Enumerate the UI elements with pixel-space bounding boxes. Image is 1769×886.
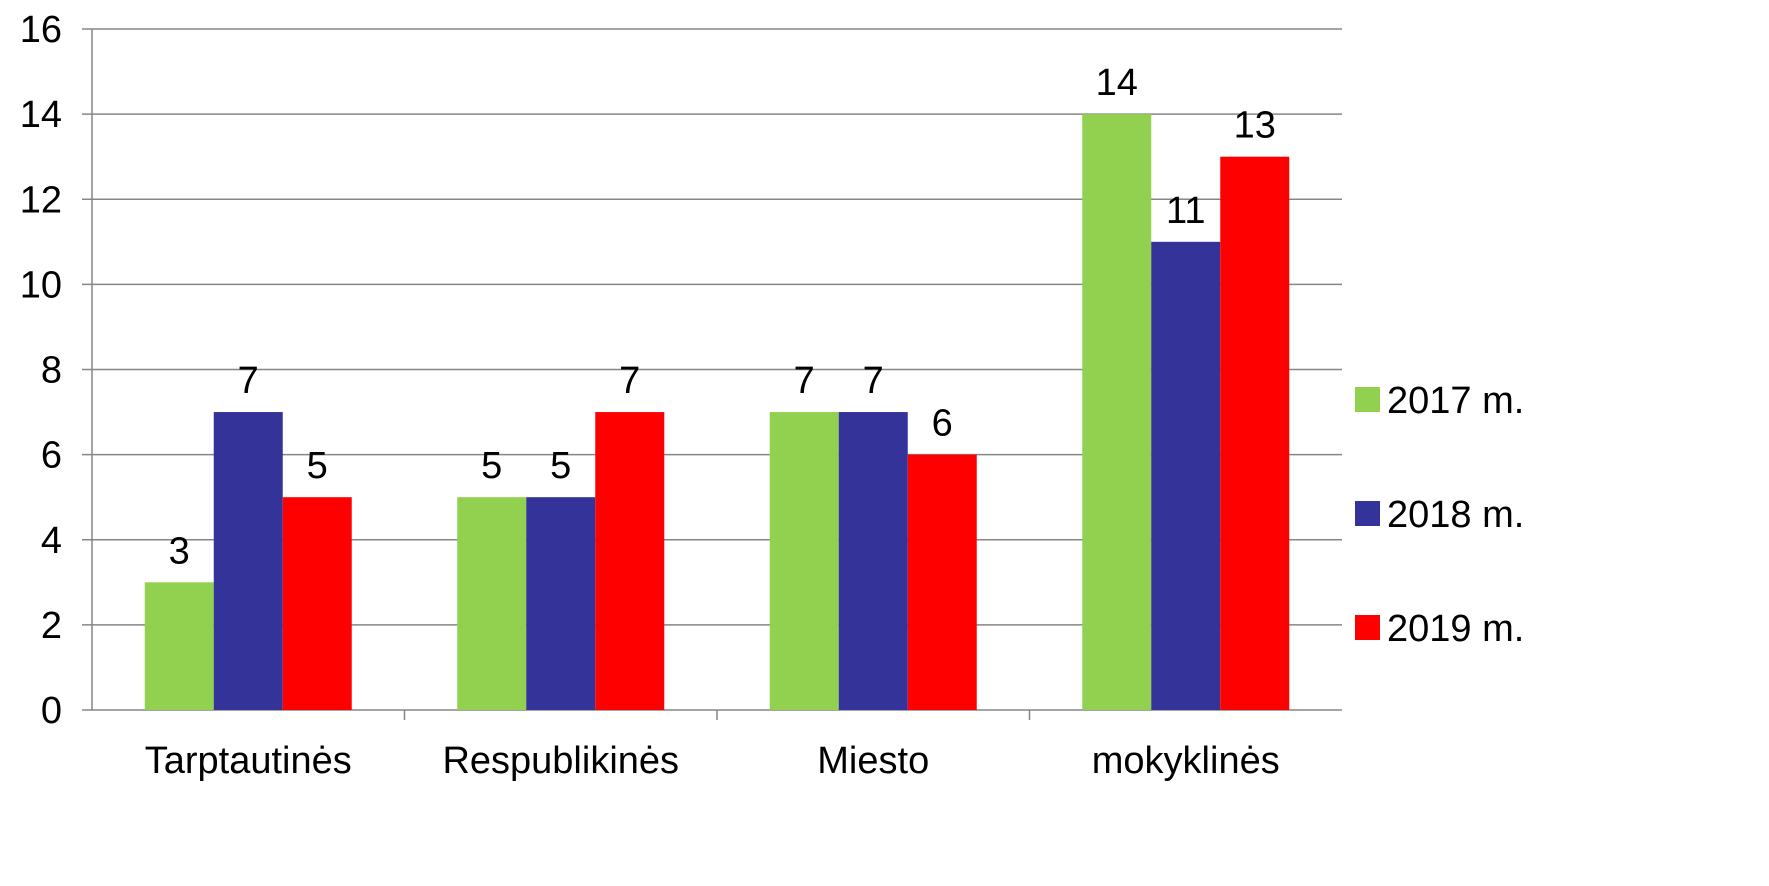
bar [213, 412, 283, 710]
bar-value-label: 6 [932, 403, 953, 445]
bar [457, 497, 527, 710]
bar [1151, 241, 1221, 710]
bar [769, 412, 839, 710]
y-tick-label: 12 [20, 179, 62, 221]
bar-value-label: 5 [481, 445, 502, 487]
legend-label: 2019 m. [1387, 608, 1524, 650]
bar-value-label: 14 [1096, 62, 1138, 104]
bar [1220, 156, 1290, 710]
axes: 0 2 4 6 8 10 12 14 16 Tarptautinės Respublikinės Mi… [20, 9, 1342, 782]
bar [282, 497, 352, 710]
bar [1082, 114, 1152, 710]
bar-value-label: 11 [1166, 190, 1205, 232]
x-category-label: Miesto [817, 740, 929, 782]
bar-value-label: 7 [619, 360, 640, 402]
y-tick-label: 0 [41, 690, 62, 732]
bar [595, 412, 665, 710]
bar [907, 454, 977, 710]
legend-item: 2019 m. [1355, 608, 1524, 650]
bar-value-label: 7 [863, 360, 884, 402]
y-tick-label: 16 [20, 9, 62, 51]
bar-value-label: 13 [1234, 105, 1276, 147]
bar-value-label: 3 [169, 530, 190, 572]
x-category-label: Tarptautinės [145, 740, 352, 782]
y-tick-label: 8 [41, 350, 62, 392]
legend-swatch [1355, 501, 1380, 526]
bar [838, 412, 908, 710]
legend-item: 2017 m. [1355, 380, 1524, 422]
bar [144, 582, 214, 710]
x-category-label: mokyklinės [1092, 740, 1280, 782]
legend-swatch [1355, 387, 1380, 412]
x-category-label: Respublikinės [442, 740, 679, 782]
bar-value-label: 5 [550, 445, 571, 487]
bar-value-label: 5 [307, 445, 328, 487]
legend-item: 2018 m. [1355, 494, 1524, 536]
legend: 2017 m. 2018 m. 2019 m. [1355, 380, 1524, 650]
legend-swatch [1355, 615, 1380, 640]
bars [144, 114, 1290, 710]
y-tick-label: 6 [41, 435, 62, 477]
bar-value-label: 7 [794, 360, 815, 402]
y-tick-label: 14 [20, 94, 62, 136]
legend-label: 2017 m. [1387, 380, 1524, 422]
y-tick-label: 2 [41, 605, 62, 647]
y-tick-label: 10 [20, 264, 62, 306]
legend-label: 2018 m. [1387, 494, 1524, 536]
data-labels: 3 7 5 5 5 7 7 7 6 14 11 13 [169, 62, 1276, 572]
y-tick-label: 4 [41, 520, 62, 562]
bar [526, 497, 596, 710]
bar-value-label: 7 [238, 360, 259, 402]
